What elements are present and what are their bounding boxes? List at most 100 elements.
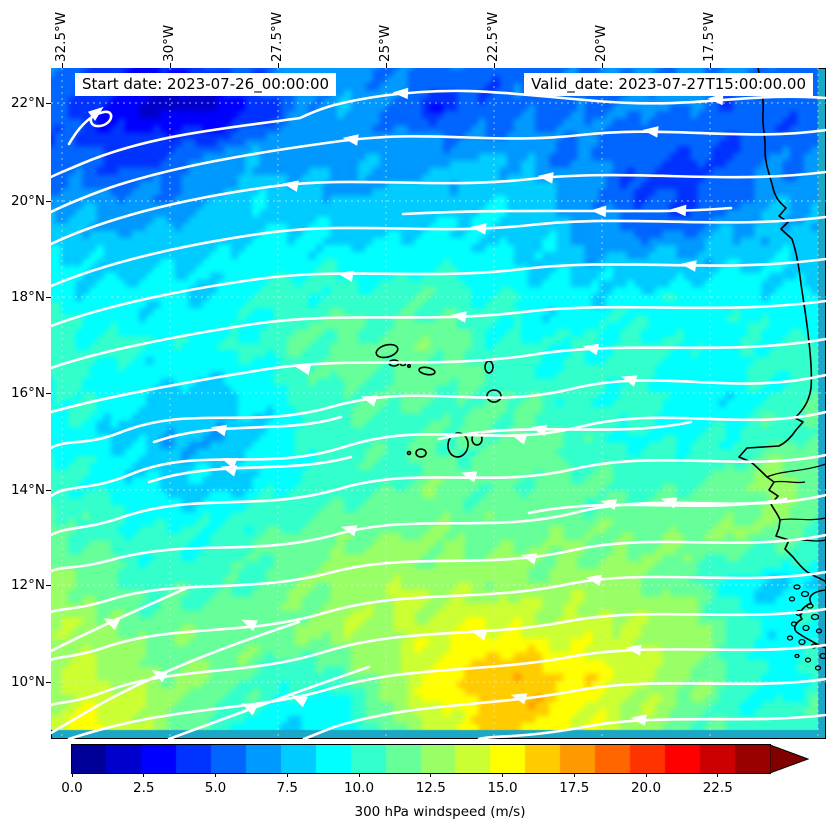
streamline-arrow-icon bbox=[585, 574, 602, 587]
x-tickmark bbox=[277, 63, 279, 68]
streamline bbox=[527, 497, 788, 515]
streamline-arrow-icon bbox=[360, 395, 378, 407]
streamline-arrow-icon bbox=[241, 619, 258, 632]
y-tick-label: 12°N bbox=[10, 577, 45, 593]
streamline bbox=[51, 299, 826, 370]
colorbar-tick-label: 17.5 bbox=[559, 780, 590, 796]
colorbar-extend-triangle bbox=[770, 744, 810, 774]
island-bijagos bbox=[788, 596, 796, 602]
streamline bbox=[401, 206, 733, 216]
x-tickmark bbox=[61, 63, 63, 68]
y-tickmark bbox=[46, 102, 51, 104]
streamline bbox=[477, 713, 826, 739]
streamline bbox=[302, 677, 826, 739]
x-tickmark bbox=[493, 63, 495, 68]
valid-date-annotation: Valid_date: 2023-07-27T15:00:00.00 bbox=[524, 73, 813, 96]
map-axes: Start date: 2023-07-26_00:00:00 Valid_da… bbox=[51, 68, 826, 739]
streamline-arrow-icon bbox=[103, 618, 120, 631]
colorbar-tick-label: 7.5 bbox=[276, 780, 298, 796]
streamline bbox=[51, 410, 826, 498]
streamline-arrow-icon bbox=[630, 714, 647, 726]
x-tickmark bbox=[169, 63, 171, 68]
streamline bbox=[152, 415, 343, 444]
y-tick-label: 10°N bbox=[10, 674, 45, 690]
colorbar-tick-label: 12.5 bbox=[415, 780, 446, 796]
streamline bbox=[67, 643, 826, 739]
x-tickmark bbox=[709, 63, 711, 68]
streamline-arrow-icon bbox=[600, 498, 618, 511]
island-cape-verde bbox=[375, 343, 399, 359]
island-bijagos bbox=[810, 613, 820, 621]
streamline-arrow-icon bbox=[642, 126, 659, 138]
colorbar-tick-label: 0.0 bbox=[61, 780, 83, 796]
y-tick-label: 18°N bbox=[10, 289, 45, 305]
coastline-africa-south bbox=[793, 589, 826, 649]
streamline-arrow-icon bbox=[87, 106, 104, 121]
colorbar-tickmark bbox=[286, 773, 288, 777]
x-tick-label: 32.5°W bbox=[53, 11, 69, 62]
streamline bbox=[51, 89, 826, 179]
island-bijagos bbox=[800, 590, 810, 598]
x-tick-label: 20°W bbox=[593, 24, 609, 62]
island-cape-verde bbox=[484, 360, 494, 374]
streamline-arrow-icon bbox=[151, 670, 168, 683]
streamline-arrow-icon bbox=[470, 629, 488, 641]
x-tick-label: 25°W bbox=[377, 24, 393, 62]
colorbar-tickmark bbox=[645, 773, 647, 777]
colorbar-tick-label: 22.5 bbox=[702, 780, 733, 796]
streamline-arrow-icon bbox=[340, 525, 358, 537]
x-tickmark bbox=[385, 63, 387, 68]
colorbar-tickmark bbox=[71, 773, 73, 777]
island-bijagos bbox=[790, 621, 798, 627]
streamline bbox=[51, 533, 826, 614]
streamline-arrow-icon bbox=[337, 270, 354, 282]
colorbar-tick-label: 15.0 bbox=[487, 780, 518, 796]
streamline bbox=[51, 337, 826, 414]
island-bijagos bbox=[802, 624, 810, 632]
streamline-arrow-icon bbox=[210, 424, 228, 437]
x-tick-label: 22.5°W bbox=[485, 11, 501, 62]
streamline bbox=[51, 493, 826, 573]
colorbar-tick-label: 5.0 bbox=[204, 780, 227, 796]
streamline bbox=[67, 110, 113, 146]
island-cape-verde bbox=[406, 363, 412, 369]
island-bijagos bbox=[815, 628, 823, 634]
y-tickmark bbox=[46, 200, 51, 202]
y-tickmark bbox=[46, 489, 51, 491]
streamline-arrow-icon bbox=[294, 363, 312, 376]
island-bijagos bbox=[793, 584, 801, 590]
streamline-arrow-icon bbox=[470, 223, 487, 235]
island-cape-verde bbox=[447, 432, 469, 458]
streamline bbox=[147, 455, 353, 484]
streamline-arrow-icon bbox=[510, 693, 528, 705]
streamline bbox=[51, 453, 826, 537]
island-cape-verde bbox=[486, 389, 502, 403]
y-tickmark bbox=[46, 392, 51, 394]
streamline-arrow-icon bbox=[220, 465, 238, 477]
streamline-arrow-icon bbox=[282, 180, 299, 192]
streamline bbox=[51, 170, 826, 246]
streamline-arrow-icon bbox=[537, 172, 554, 184]
y-tick-label: 16°N bbox=[10, 385, 45, 401]
streamline-arrow-icon bbox=[590, 205, 607, 218]
streamline-arrow-icon bbox=[660, 497, 678, 509]
y-tick-label: 20°N bbox=[10, 193, 45, 209]
y-tick-label: 14°N bbox=[10, 482, 45, 498]
island-bijagos bbox=[804, 657, 812, 663]
streamline-arrow-icon bbox=[625, 644, 642, 656]
colorbar-canvas bbox=[72, 745, 770, 773]
river bbox=[779, 517, 826, 521]
y-tickmark bbox=[46, 584, 51, 586]
colorbar-label: 300 hPa windspeed (m/s) bbox=[354, 804, 526, 820]
island-bijagos bbox=[814, 665, 822, 671]
start-date-annotation: Start date: 2023-07-26_00:00:00 bbox=[75, 73, 337, 96]
colorbar-tick-label: 20.0 bbox=[630, 780, 662, 796]
island-bijagos bbox=[819, 652, 826, 660]
streamline-arrow-icon bbox=[520, 553, 538, 565]
streamline bbox=[51, 570, 826, 662]
colorbar-tickmark bbox=[215, 773, 217, 777]
island-bijagos bbox=[786, 635, 794, 641]
streamline bbox=[51, 585, 191, 653]
colorbar-tick-label: 2.5 bbox=[133, 780, 155, 796]
